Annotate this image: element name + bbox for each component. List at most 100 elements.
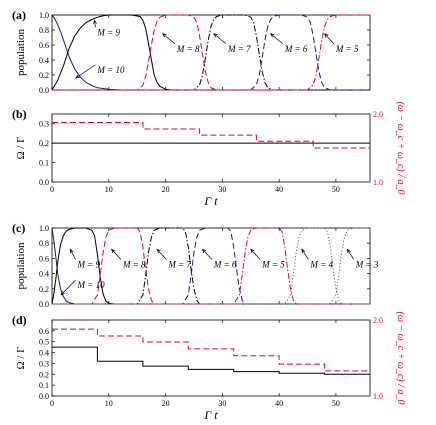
series-line-m-3: [52, 227, 370, 305]
y-tick-label: 0.2: [39, 370, 49, 379]
annotation-arrow: [202, 249, 213, 260]
y2-tick-label: 2.0: [373, 110, 383, 119]
annotation-arrowhead: [323, 33, 329, 38]
annotation-label: M = 7: [227, 44, 251, 54]
annotation-label: M = 8: [176, 44, 200, 54]
annotation-label: M = 6: [284, 44, 308, 54]
series-line-m-8: [52, 14, 370, 91]
y2-axis-label: (ω − ω_c + ω_c) / a_0: [395, 312, 406, 405]
x-tick-label: 50: [332, 185, 340, 194]
annotation-label: M = 6: [213, 259, 237, 269]
y-tick-label: 1.0: [39, 224, 49, 233]
annotation-arrow: [162, 33, 176, 45]
annotation-arrowhead: [75, 74, 80, 79]
series-line-m-4: [52, 227, 370, 305]
x-tick-label: 0: [50, 399, 54, 408]
series-line-m-5: [52, 14, 370, 91]
annotation-arrow: [301, 249, 309, 260]
x-tick-label: 30: [218, 185, 226, 194]
x-tick-label: 40: [275, 399, 283, 408]
annotation-arrow: [111, 249, 122, 260]
y-tick-label: 0.2: [39, 139, 49, 148]
annotation-arrowhead: [156, 248, 161, 254]
annotation-arrowhead: [250, 248, 255, 254]
series-line-m-7: [52, 14, 370, 91]
y-tick-label: 0.6: [39, 254, 49, 263]
series-line--: [52, 346, 370, 375]
annotation-arrowhead: [60, 291, 65, 296]
annotation-arrowhead: [69, 248, 74, 254]
x-tick-label: 10: [105, 185, 113, 194]
y2-axis-label: (ω − ω_c + ω_c) / a_0: [395, 102, 406, 195]
series-line-m-7: [52, 227, 370, 305]
plot-frame: [51, 319, 371, 397]
annotation-arrowhead: [93, 19, 97, 25]
y-tick-label: 0.0: [39, 86, 49, 95]
panel-label: (b): [12, 107, 27, 121]
y-tick-label: 0.8: [39, 239, 49, 248]
annotation-arrowhead: [201, 248, 207, 254]
y-tick-label: 0.1: [39, 159, 49, 168]
series-line--c-c-a-0: [52, 122, 370, 149]
plot-frame: [51, 113, 371, 183]
annotation-arrow: [213, 33, 227, 45]
panel-label: (d): [12, 313, 27, 327]
y-tick-label: 0.4: [39, 270, 49, 279]
y-tick-label: 0.6: [39, 41, 49, 50]
annotation-arrow: [60, 279, 76, 296]
x-tick-label: 40: [275, 185, 283, 194]
x-tick-label: 30: [218, 399, 226, 408]
y-axis-label: population: [15, 28, 27, 76]
y-tick-label: 0.6: [39, 327, 49, 336]
annotation-arrow: [270, 33, 284, 45]
x-axis-label: Γ t: [203, 194, 218, 208]
x-tick-label: 0: [50, 185, 54, 194]
series-line-m-6: [52, 14, 370, 91]
series-line-m-9: [52, 14, 370, 91]
annotation-arrowhead: [269, 33, 275, 38]
y-tick-label: 0.0: [39, 300, 49, 309]
y2-tick-label: 2.0: [373, 316, 383, 325]
series-line-m-9: [52, 227, 370, 305]
panel-label: (a): [12, 8, 26, 22]
annotation-label: M = 3: [355, 259, 379, 269]
annotation-arrow: [69, 249, 76, 260]
y-tick-label: 0.0: [39, 392, 49, 401]
annotation-label: M = 7: [167, 259, 191, 269]
y-tick-label: 0.2: [39, 285, 49, 294]
annotation-arrow: [75, 64, 96, 79]
annotation-label: M = 9: [77, 259, 101, 269]
y-tick-label: 0.4: [39, 56, 49, 65]
annotation-label: M = 4: [309, 259, 333, 269]
annotation-label: M = 10: [96, 65, 125, 75]
y-tick-label: 0.1: [39, 381, 49, 390]
annotation-arrow: [324, 33, 335, 44]
annotation-label: M = 9: [96, 27, 120, 37]
x-tick-label: 20: [162, 399, 170, 408]
x-axis-label: Γ t: [203, 408, 218, 422]
y-tick-label: 0.8: [39, 26, 49, 35]
y-axis-label: Ω / Γ: [15, 346, 27, 369]
y-tick-label: 0.5: [39, 338, 49, 347]
annotation-arrowhead: [301, 248, 306, 254]
panel-label: (c): [12, 221, 25, 235]
annotation-arrowhead: [213, 33, 218, 38]
annotation-arrow: [156, 249, 167, 260]
y-tick-label: 1.0: [39, 11, 49, 20]
annotation-arrow: [250, 249, 261, 260]
y-tick-label: 0.3: [39, 120, 49, 129]
annotation-label: M = 10: [77, 280, 106, 290]
annotation-arrowhead: [111, 248, 116, 254]
y-tick-label: 0.3: [39, 359, 49, 368]
annotation-arrowhead: [162, 33, 167, 38]
annotation-label: M = 5: [261, 259, 285, 269]
y-axis-label: Ω / Γ: [15, 136, 27, 159]
series-line--c-c-a-0: [52, 328, 370, 372]
annotation-label: M = 8: [122, 259, 146, 269]
y-tick-label: 0.4: [39, 349, 49, 358]
annotation-arrow: [346, 249, 355, 260]
y2-tick-label: 1.0: [373, 392, 383, 401]
series-line-m-10: [52, 14, 370, 91]
annotation-arrowhead: [346, 248, 351, 254]
